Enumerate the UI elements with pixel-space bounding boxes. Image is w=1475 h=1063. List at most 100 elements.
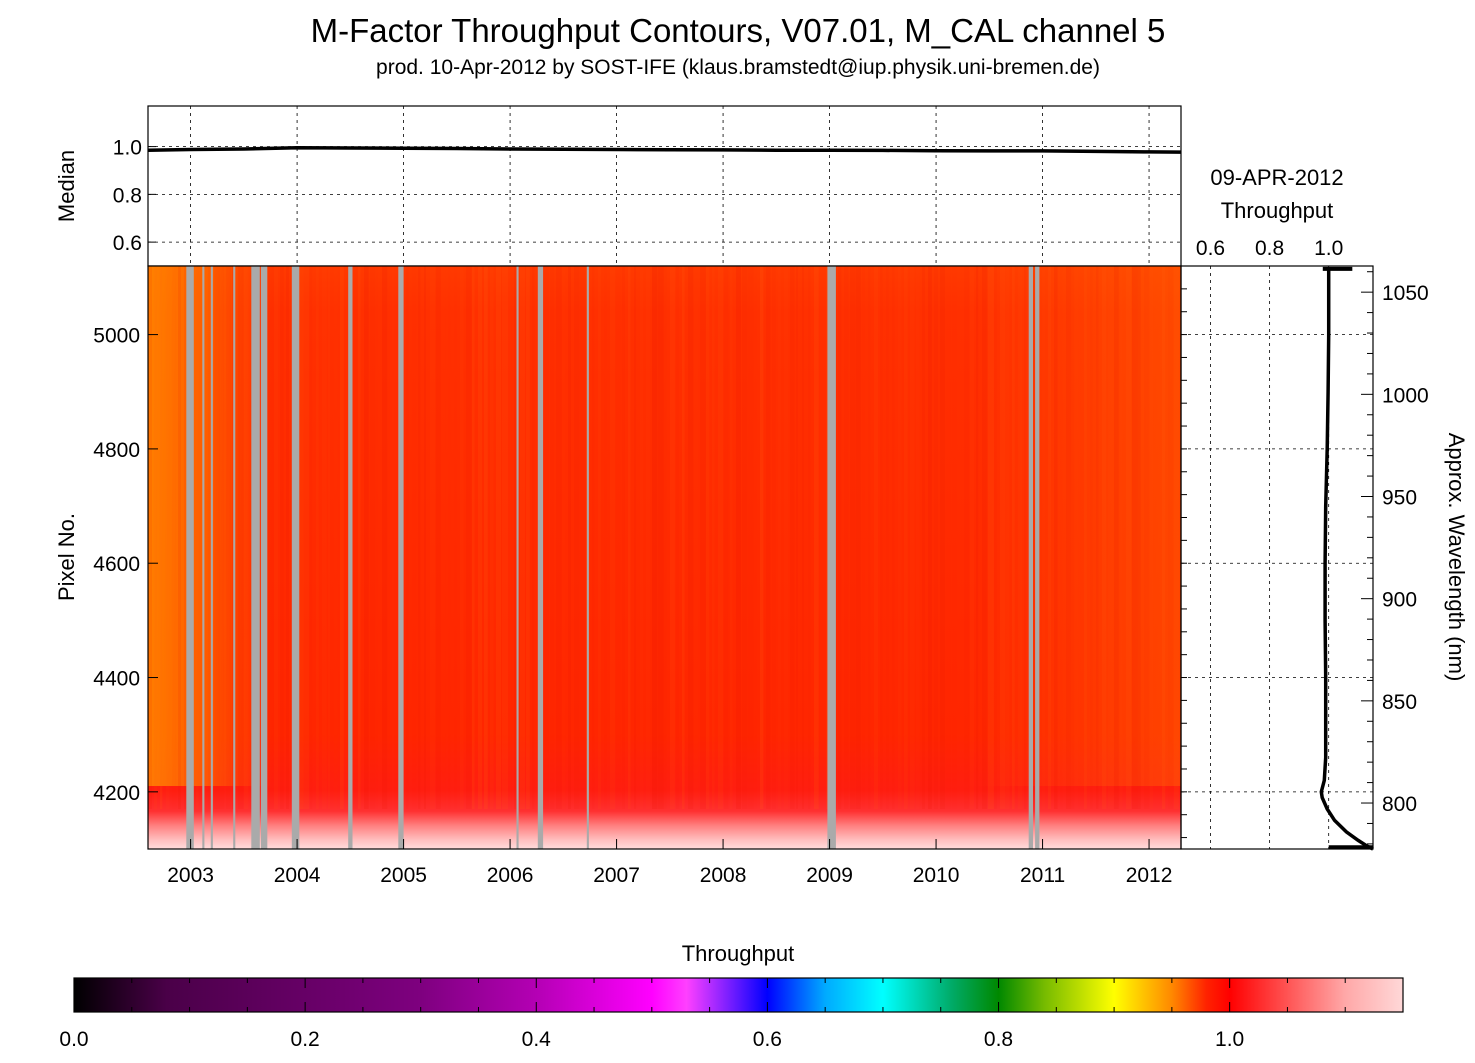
wavelength-tick-label: 950 bbox=[1382, 487, 1417, 510]
heatmap-streak bbox=[484, 266, 488, 809]
colorbar-tick-label: 0.4 bbox=[522, 1028, 552, 1051]
heatmap-streak bbox=[808, 266, 811, 809]
wavelength-tick-label: 900 bbox=[1382, 589, 1417, 612]
heatmap-panel: 2003 2004 2005 2006 2007 2008 2009 2010 2011 2012… bbox=[54, 265, 1182, 887]
heatmap-streak bbox=[946, 266, 951, 809]
heatmap-streak bbox=[688, 266, 694, 809]
heatmap-streak bbox=[592, 266, 594, 809]
heatmap-streak bbox=[394, 266, 398, 809]
heatmap-streak bbox=[1138, 266, 1141, 809]
heatmap-streak bbox=[988, 266, 994, 809]
heatmap-streak bbox=[466, 266, 472, 809]
heatmap-streak bbox=[472, 266, 475, 809]
median-panel: 0.6 0.8 1.0 Median bbox=[54, 105, 1182, 267]
heatmap-streak bbox=[910, 266, 915, 809]
heatmap-streak bbox=[670, 266, 675, 809]
heatmap-streak bbox=[196, 266, 199, 809]
profile-date-label: 09-APR-2012 bbox=[1210, 165, 1343, 190]
heatmap-streak bbox=[724, 266, 729, 809]
heatmap-streak bbox=[760, 266, 764, 809]
colorbar-tick-label: 1.0 bbox=[1215, 1028, 1244, 1051]
heatmap-streak bbox=[1096, 266, 1099, 809]
heatmap-missing-data bbox=[186, 266, 194, 849]
heatmap-streak bbox=[532, 266, 535, 809]
heatmap-streak bbox=[628, 266, 631, 809]
heatmap-streak bbox=[226, 266, 232, 809]
heatmap-missing-data bbox=[291, 266, 300, 849]
heatmap-streak bbox=[418, 266, 421, 809]
median-tick-label: 0.8 bbox=[113, 184, 142, 207]
heatmap-streak bbox=[1102, 266, 1107, 809]
heatmap-streak bbox=[922, 266, 925, 809]
heatmap-streak bbox=[802, 266, 804, 809]
heatmap-streak bbox=[520, 266, 525, 809]
heatmap-streak bbox=[406, 266, 409, 809]
heatmap-streak bbox=[616, 266, 622, 809]
heatmap-streak bbox=[976, 266, 979, 809]
heatmap-streak bbox=[544, 266, 549, 809]
heatmap-streak bbox=[964, 266, 969, 809]
heatmap-streak bbox=[526, 266, 530, 809]
heatmap-streak bbox=[310, 266, 313, 809]
colorbar: Throughput 0.0 0.2 0.4 0.6 0.8 1.0 bbox=[59, 941, 1404, 1051]
heatmap-missing-data bbox=[260, 266, 268, 849]
heatmap-streak bbox=[412, 266, 417, 809]
heatmap-streak bbox=[1024, 266, 1027, 809]
heatmap-streak bbox=[898, 266, 902, 809]
profile-x-axis-label: Throughput bbox=[1221, 198, 1334, 223]
heatmap-streak bbox=[1000, 266, 1006, 809]
heatmap-streak bbox=[730, 266, 733, 809]
heatmap-streak bbox=[916, 266, 920, 809]
heatmap-streak bbox=[478, 266, 482, 809]
heatmap-streak bbox=[268, 266, 274, 809]
heatmap-streak bbox=[574, 266, 580, 809]
heatmap-streak bbox=[652, 266, 658, 809]
heatmap-missing-data bbox=[233, 266, 236, 849]
heatmap-x-tick-label: 2012 bbox=[1126, 864, 1173, 887]
heatmap-streak bbox=[934, 266, 938, 809]
profile-line bbox=[1319, 268, 1374, 851]
heatmap-missing-data bbox=[537, 266, 544, 849]
heatmap-streak bbox=[286, 266, 289, 809]
heatmap-streak bbox=[952, 266, 957, 809]
heatmap-streak bbox=[160, 266, 163, 809]
heatmap-x-tick-label: 2008 bbox=[700, 864, 747, 887]
heatmap-streak bbox=[814, 266, 819, 809]
heatmap-streak bbox=[718, 266, 723, 809]
heatmap-streak bbox=[1108, 266, 1114, 809]
heatmap-streak bbox=[892, 266, 895, 809]
wavelength-tick-label: 850 bbox=[1382, 691, 1417, 714]
heatmap-streak bbox=[748, 266, 754, 809]
heatmap-streak bbox=[1066, 266, 1072, 809]
heatmap-streak bbox=[790, 266, 795, 809]
heatmap-streak bbox=[886, 266, 889, 809]
heatmap-streak bbox=[766, 266, 771, 809]
heatmap-streak bbox=[736, 266, 741, 809]
profile-grid bbox=[1181, 266, 1373, 849]
chart-title: M-Factor Throughput Contours, V07.01, M_… bbox=[311, 12, 1166, 49]
heatmap-streak bbox=[838, 266, 842, 809]
heatmap-streak bbox=[982, 266, 987, 809]
heatmap-streak bbox=[1090, 266, 1093, 809]
heatmap-streak bbox=[334, 266, 338, 809]
heatmap-streak bbox=[1162, 266, 1166, 809]
heatmap-streak bbox=[1048, 266, 1051, 809]
heatmap-streak bbox=[460, 266, 464, 809]
heatmap-streak bbox=[1006, 266, 1010, 809]
heatmap-streak bbox=[448, 266, 450, 809]
heatmap-y-tick-label: 4800 bbox=[93, 439, 140, 462]
wavelength-axis-label: Approx. Wavelength (nm) bbox=[1444, 433, 1469, 682]
heatmap-streak bbox=[502, 266, 508, 809]
heatmap-streak bbox=[220, 266, 225, 809]
heatmap-streak bbox=[328, 266, 330, 809]
heatmap-missing-data bbox=[586, 266, 589, 849]
wavelength-tick-label: 800 bbox=[1382, 793, 1417, 816]
heatmap-missing-data bbox=[348, 266, 353, 849]
heatmap-streak bbox=[640, 266, 643, 809]
heatmap-ticks: 2003 2004 2005 2006 2007 2008 2009 2010 2011 2012… bbox=[93, 325, 1172, 887]
heatmap-streak bbox=[712, 266, 715, 809]
heatmap-streak bbox=[436, 266, 441, 809]
heatmap-streak bbox=[706, 266, 710, 809]
heatmap-streak bbox=[928, 266, 932, 809]
heatmap-streak bbox=[1042, 266, 1045, 809]
